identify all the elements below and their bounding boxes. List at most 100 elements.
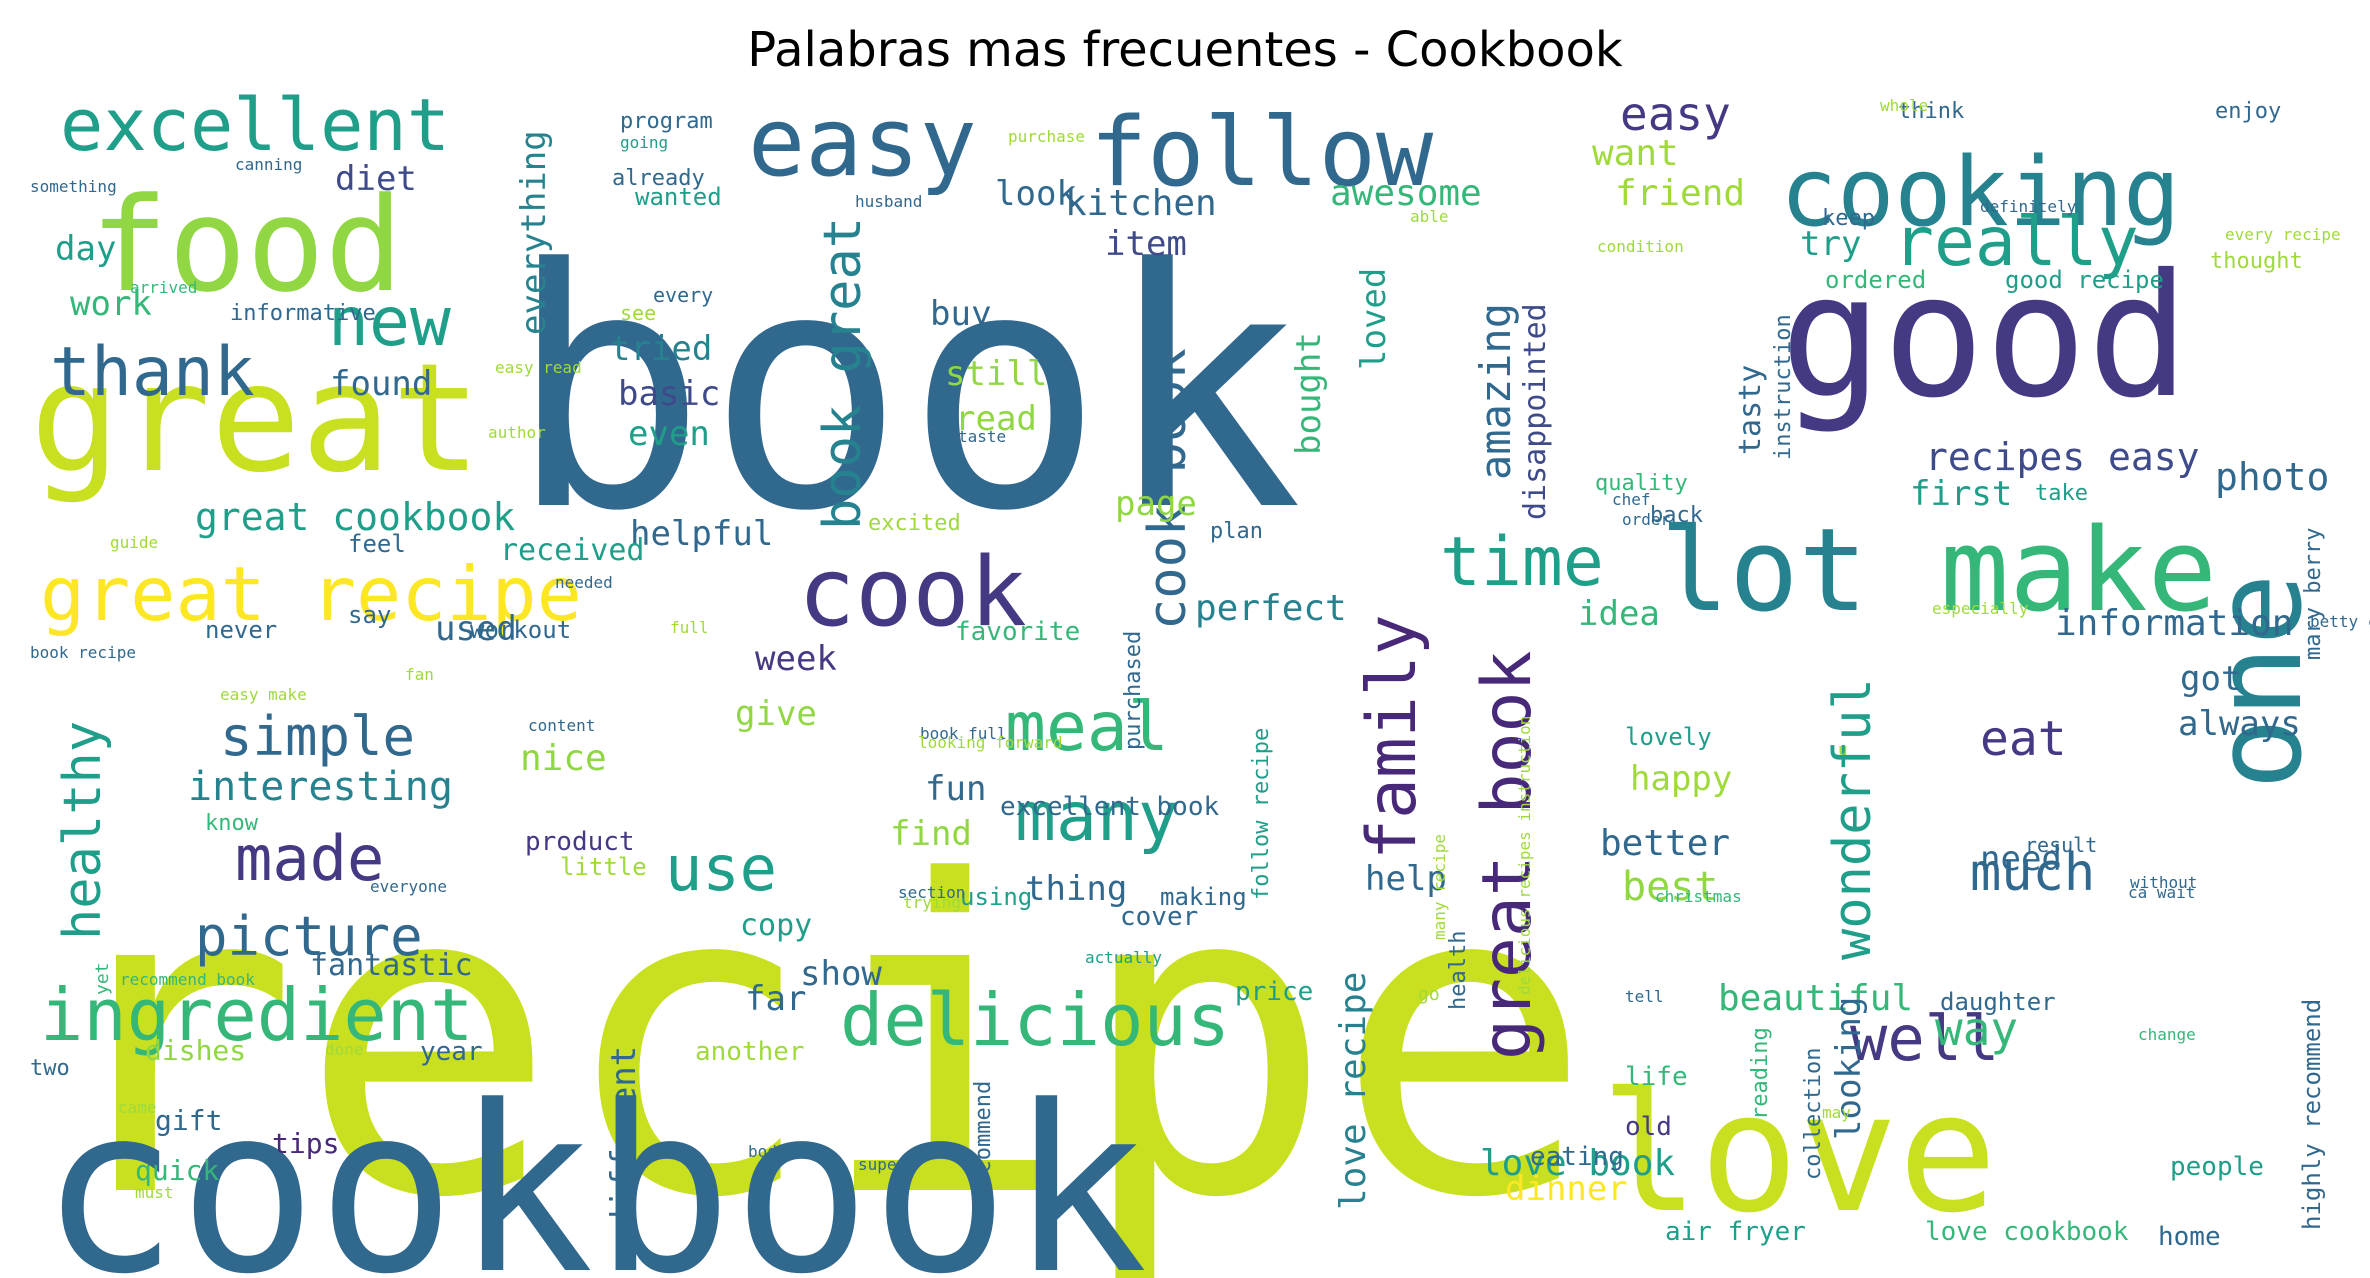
word-169: taste xyxy=(958,427,1006,446)
word-91: copy xyxy=(740,908,812,943)
word-158: going xyxy=(620,133,668,152)
word-136: back xyxy=(1650,503,1703,528)
word-70: bought xyxy=(1289,332,1329,455)
word-77: helpful xyxy=(630,514,773,554)
word-151: every xyxy=(653,283,713,307)
word-198: ca wait xyxy=(2128,883,2195,902)
word-21: thank xyxy=(50,333,255,412)
word-62: look xyxy=(995,174,1077,214)
word-108: air fryer xyxy=(1665,1217,1806,1247)
word-99: tips xyxy=(272,1127,339,1160)
word-93: looking xyxy=(1829,997,1869,1140)
word-119: excellent book xyxy=(1000,792,1219,822)
word-118: lovely xyxy=(1625,723,1712,751)
word-162: condition xyxy=(1597,237,1684,256)
word-120: making xyxy=(1160,883,1247,911)
word-149: wanted xyxy=(635,183,722,211)
word-193: tell xyxy=(1625,987,1664,1006)
word-197: especially xyxy=(1932,599,2029,618)
word-115: recommend xyxy=(971,1081,996,1200)
word-64: buy xyxy=(930,294,991,334)
word-140: instruction xyxy=(1771,314,1796,460)
word-132: excited xyxy=(868,511,961,536)
word-161: able xyxy=(1410,207,1449,226)
word-61: everything xyxy=(514,130,554,335)
word-181: christmas xyxy=(1655,887,1742,906)
word-52: better xyxy=(1600,823,1730,864)
word-154: yet xyxy=(92,962,113,995)
word-66: basic xyxy=(618,374,720,414)
word-35: cook book xyxy=(1138,348,1198,630)
word-103: another xyxy=(695,1037,805,1067)
word-175: easy make xyxy=(220,685,307,704)
word-100: quick xyxy=(135,1154,219,1187)
word-194: may xyxy=(1822,1103,1851,1122)
word-109: love cookbook xyxy=(1925,1217,2129,1247)
word-111: people xyxy=(2170,1152,2264,1182)
word-15: great recipe xyxy=(40,550,582,638)
word-186: must xyxy=(135,1183,174,1202)
word-33: wonderful xyxy=(1823,678,1883,960)
word-168: author xyxy=(488,423,546,442)
word-94: far xyxy=(745,979,806,1019)
word-2: recipe xyxy=(40,792,1593,1278)
word-75: first xyxy=(1910,474,2012,514)
word-146: enjoy xyxy=(2215,99,2281,124)
word-32: healthy xyxy=(53,721,113,940)
word-16: excellent xyxy=(60,83,450,167)
word-97: fantastic xyxy=(310,948,473,983)
word-107: eating xyxy=(1530,1142,1624,1172)
word-49: beautiful xyxy=(1718,978,1913,1019)
word-29: well xyxy=(1850,1002,1999,1075)
word-34: book great xyxy=(813,217,873,530)
word-184: done xyxy=(325,1040,364,1059)
word-39: way xyxy=(1935,1002,2018,1056)
word-188: super xyxy=(858,1155,907,1174)
word-196: order xyxy=(1622,510,1671,529)
word-112: daughter xyxy=(1940,988,2056,1016)
word-10: one xyxy=(2190,573,2329,790)
word-30: picture xyxy=(195,905,423,968)
word-153: result xyxy=(2025,833,2097,857)
word-8: lot xyxy=(1660,504,1868,638)
word-9: make xyxy=(1940,504,2217,638)
word-171: needed xyxy=(555,573,613,592)
word-195: chef xyxy=(1612,490,1651,509)
word-51: love recipe xyxy=(1333,972,1374,1210)
word-55: friend xyxy=(1615,173,1745,214)
word-4: good xyxy=(1780,238,2189,436)
word-148: already xyxy=(612,166,705,191)
word-170: guide xyxy=(110,533,158,552)
word-59: work xyxy=(70,284,152,324)
word-7: love xyxy=(1600,1057,1997,1249)
word-199: without xyxy=(2130,873,2197,892)
word-20: new xyxy=(328,283,451,362)
word-69: read xyxy=(955,399,1037,439)
word-48: information xyxy=(2055,603,2293,644)
word-143: thought xyxy=(2210,249,2303,274)
word-183: recommend book xyxy=(120,970,255,989)
word-147: program xyxy=(620,109,713,134)
word-191: many recipe xyxy=(1430,834,1449,940)
word-3: cookbook xyxy=(40,1058,1148,1278)
word-121: cover xyxy=(1120,902,1198,932)
word-88: help xyxy=(1365,859,1447,899)
word-113: highly recommend xyxy=(2298,999,2326,1230)
word-36: amazing xyxy=(1471,303,1520,480)
word-86: fun xyxy=(925,769,986,809)
word-117: reading xyxy=(1748,1027,1773,1120)
word-187: body xyxy=(748,1142,787,1161)
word-134: purchased xyxy=(1121,631,1146,750)
word-165: every recipe xyxy=(2225,225,2341,244)
word-6: food xyxy=(90,169,403,321)
word-45: awesome xyxy=(1330,173,1482,214)
word-180: trying xyxy=(903,893,961,912)
word-189: actually xyxy=(1085,948,1162,967)
word-68: still xyxy=(945,354,1047,394)
word-42: great cookbook xyxy=(195,495,515,539)
word-141: ordered xyxy=(1825,266,1926,294)
word-157: something xyxy=(30,177,117,196)
word-166: arrived xyxy=(130,278,197,297)
word-81: week xyxy=(755,639,837,679)
word-17: ingredient xyxy=(40,973,473,1057)
